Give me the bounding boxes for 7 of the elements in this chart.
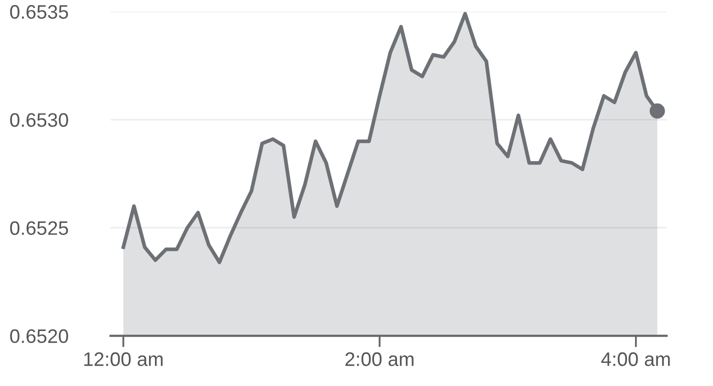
- x-tick-label: 2:00 am: [345, 352, 414, 366]
- y-tick-label: 0.6530: [10, 113, 68, 127]
- x-tick-label: 12:00 am: [84, 352, 163, 366]
- y-tick-label: 0.6525: [10, 221, 68, 235]
- y-tick-label: 0.6520: [10, 329, 68, 344]
- y-tick-label: 0.6535: [10, 5, 68, 19]
- x-tick-label: 4:00 am: [601, 352, 670, 366]
